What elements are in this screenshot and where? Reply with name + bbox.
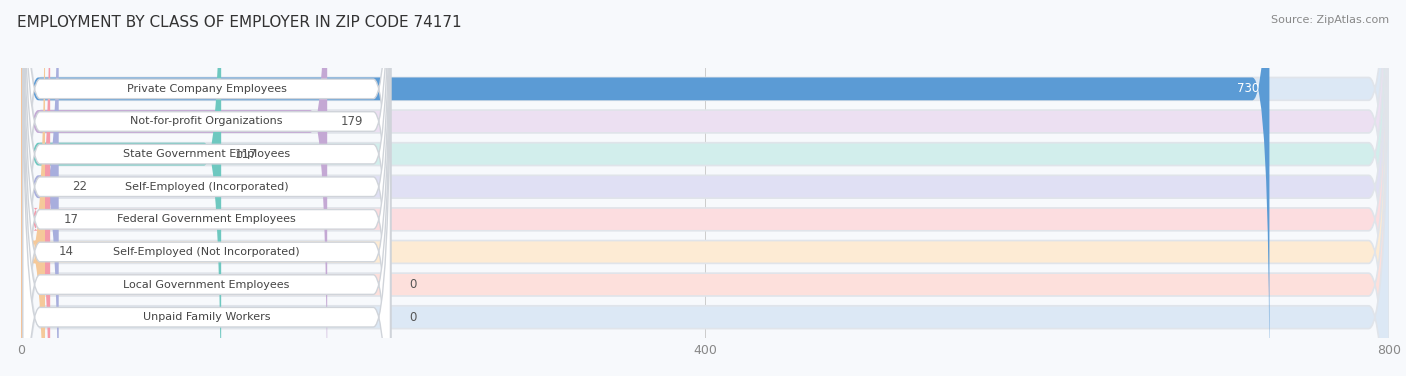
Text: Federal Government Employees: Federal Government Employees [117,214,297,224]
FancyBboxPatch shape [21,0,1270,376]
Text: Not-for-profit Organizations: Not-for-profit Organizations [131,117,283,126]
FancyBboxPatch shape [21,0,328,376]
FancyBboxPatch shape [21,0,1389,376]
Text: 0: 0 [409,311,416,324]
Text: Local Government Employees: Local Government Employees [124,280,290,290]
FancyBboxPatch shape [21,0,45,376]
Text: 179: 179 [340,115,363,128]
FancyBboxPatch shape [22,0,391,376]
Text: Self-Employed (Incorporated): Self-Employed (Incorporated) [125,182,288,192]
FancyBboxPatch shape [22,0,391,376]
Text: 117: 117 [235,148,257,161]
Text: 14: 14 [59,246,73,258]
Text: 22: 22 [72,180,87,193]
Text: 17: 17 [63,213,79,226]
FancyBboxPatch shape [21,0,51,376]
Text: EMPLOYMENT BY CLASS OF EMPLOYER IN ZIP CODE 74171: EMPLOYMENT BY CLASS OF EMPLOYER IN ZIP C… [17,15,461,30]
FancyBboxPatch shape [21,0,59,376]
Text: Unpaid Family Workers: Unpaid Family Workers [143,312,270,322]
FancyBboxPatch shape [21,0,1389,376]
FancyBboxPatch shape [22,0,391,376]
FancyBboxPatch shape [22,0,391,376]
FancyBboxPatch shape [22,0,391,376]
FancyBboxPatch shape [21,0,1389,376]
Text: Private Company Employees: Private Company Employees [127,84,287,94]
FancyBboxPatch shape [21,0,1389,376]
FancyBboxPatch shape [21,0,1389,376]
FancyBboxPatch shape [21,0,1389,376]
Text: 0: 0 [409,278,416,291]
FancyBboxPatch shape [22,1,391,376]
Text: State Government Employees: State Government Employees [124,149,290,159]
FancyBboxPatch shape [21,0,221,376]
Text: Source: ZipAtlas.com: Source: ZipAtlas.com [1271,15,1389,25]
Text: 730: 730 [1237,82,1260,96]
FancyBboxPatch shape [22,0,391,376]
FancyBboxPatch shape [21,0,1389,376]
FancyBboxPatch shape [22,0,391,376]
FancyBboxPatch shape [21,0,1389,376]
Text: Self-Employed (Not Incorporated): Self-Employed (Not Incorporated) [114,247,299,257]
